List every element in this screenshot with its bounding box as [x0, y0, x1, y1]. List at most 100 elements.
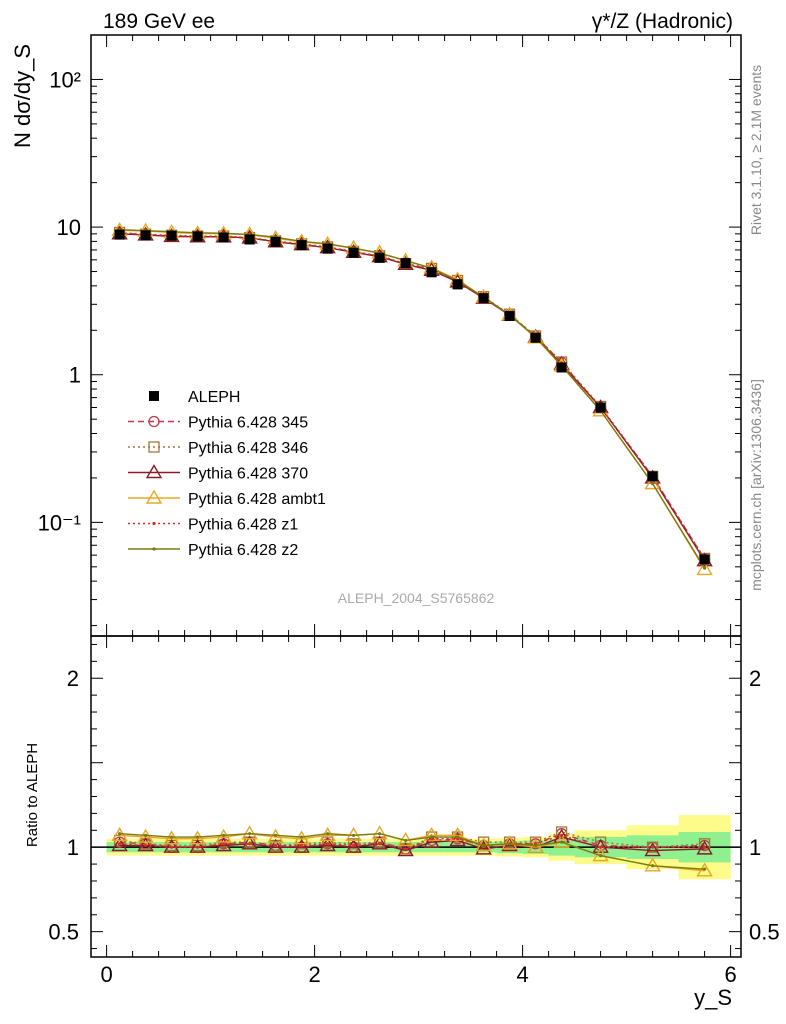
ratio-series-marker: [508, 842, 512, 846]
ratio-series-marker: [222, 842, 226, 846]
main-ylabel: N dσ/dy_S: [10, 44, 35, 148]
mcplots-label: mcplots.cern.ch [arXiv:1306.3436]: [748, 379, 764, 591]
legend-marker: [152, 547, 156, 551]
ratio-series-marker: [326, 832, 330, 836]
legend-label: Pythia 6.428 345: [188, 415, 308, 432]
ratio-series-marker: [293, 830, 310, 845]
legend: ALEPH Pythia 6.428 345 Pythia 6.428 346 Pyt…: [128, 389, 326, 559]
main-data-point-top: [114, 229, 125, 240]
legend-marker: [149, 391, 159, 401]
ratio-series-marker: [345, 826, 362, 842]
main-data-point-top: [647, 471, 658, 482]
main-data-point-top: [595, 402, 606, 413]
ratio-series-marker: [352, 833, 356, 837]
main-data-point-top: [192, 231, 203, 242]
ratio-series-marker: [378, 832, 382, 836]
main-data-point-top: [140, 230, 151, 241]
ratio-series-marker: [430, 835, 434, 839]
ratio-series-marker: [144, 843, 148, 848]
ratio-series-marker: [118, 832, 122, 836]
ratio-series-marker: [326, 842, 330, 846]
ratio-series-line: [119, 831, 705, 850]
ratio-series-marker: [651, 845, 655, 849]
main-data-point-top: [270, 236, 281, 247]
ratio-xtick-label: 4: [516, 962, 528, 987]
ratio-series-marker: [651, 864, 655, 868]
ratio-series-marker: [404, 847, 408, 851]
main-data-point-top: [166, 230, 177, 241]
legend-entry: Pythia 6.428 z1: [128, 517, 298, 534]
main-data-point-top: [218, 232, 229, 243]
ratio-series-marker: [170, 835, 174, 839]
legend-marker: [152, 521, 156, 526]
ratio-series-marker: [170, 845, 174, 849]
legend-marker: [148, 415, 160, 428]
ratio-series-marker: [248, 832, 252, 836]
ratio-series-marker: [475, 840, 492, 855]
ratio-series-marker: [449, 826, 466, 842]
legend-entry: Pythia 6.428 z2: [128, 542, 298, 559]
main-ytick-label: 1: [69, 363, 81, 388]
main-data-point-top: [296, 240, 307, 251]
ratio-series-marker: [144, 833, 148, 837]
ratio-ytick-label-right: 1: [749, 835, 761, 860]
analysis-watermark: ALEPH_2004_S5765862: [338, 590, 495, 606]
ratio-series-marker: [293, 838, 310, 853]
ratio-series-marker: [222, 833, 226, 837]
main-data-point-top: [556, 362, 567, 373]
ratio-series-marker: [599, 845, 603, 849]
ratio-series-marker: [703, 845, 707, 849]
main-ytick-label: 10²: [49, 67, 81, 92]
ratio-xtick-label: 6: [724, 962, 736, 987]
ratio-series-marker: [274, 833, 278, 837]
ratio-series-marker: [644, 842, 661, 857]
ratio-series-marker: [698, 838, 711, 850]
ratio-series: [118, 833, 707, 851]
ratio-xtick-label: 2: [308, 962, 320, 987]
ratio-series-marker: [378, 842, 382, 846]
main-panel: 10² 10 1 10⁻¹: [38, 34, 742, 637]
ratio-series-marker: [404, 838, 408, 843]
legend-entry: ALEPH: [149, 389, 240, 406]
ratio-series-marker: [696, 840, 713, 855]
ratio-series-marker: [241, 825, 258, 840]
main-ytick-label: 10⁻¹: [38, 510, 81, 535]
ratio-series-marker: [274, 843, 278, 848]
ratio-frame: [90, 635, 742, 958]
main-data-point-top: [504, 310, 515, 321]
ratio-series: [118, 832, 707, 871]
main-ylabel-text: N dσ/dy_S: [10, 44, 35, 148]
main-data-point-top: [322, 243, 333, 254]
ratio-series-marker: [163, 838, 180, 853]
ratio-xtick-label: 0: [100, 962, 112, 987]
main-data-point-top: [699, 554, 710, 565]
ratio-panel: 0 2 4 6 0.5 0.5 1 1 2 2: [48, 635, 780, 987]
legend-entry: Pythia 6.428 345: [128, 415, 308, 432]
main-data-point-top: [400, 258, 411, 269]
ratio-series-marker: [599, 854, 603, 858]
main-data-point-top: [426, 267, 437, 278]
rivet-version-label: Rivet 3.1.10, ≥ 2.1M events: [748, 65, 764, 235]
main-data-point-top: [478, 293, 489, 304]
main-data-point-top: [348, 247, 359, 258]
ratio-series-marker: [352, 843, 356, 848]
legend-entry: Pythia 6.428 ambt1: [128, 489, 326, 508]
ratio-series-marker: [111, 837, 128, 852]
ratio-series-marker: [248, 842, 252, 846]
ratio-series-marker: [118, 842, 122, 846]
ratio-series-marker: [703, 867, 707, 871]
ratio-series-marker: [560, 840, 564, 844]
ratio-series-marker: [300, 835, 304, 839]
ratio-ytick-label: 0.5: [48, 920, 79, 945]
main-series-marker: [651, 482, 655, 486]
ratio-series-marker: [560, 833, 564, 837]
main-series-marker: [703, 566, 707, 570]
header-right-label: γ*/Z (Hadronic): [592, 10, 733, 33]
main-data-point-top: [244, 234, 255, 245]
main-series-marker: [644, 475, 661, 490]
ratio-series-marker: [423, 833, 440, 848]
legend-marker: [145, 489, 163, 504]
ratio-ytick-label-right: 0.5: [749, 920, 780, 945]
ratio-series-marker: [267, 838, 284, 853]
